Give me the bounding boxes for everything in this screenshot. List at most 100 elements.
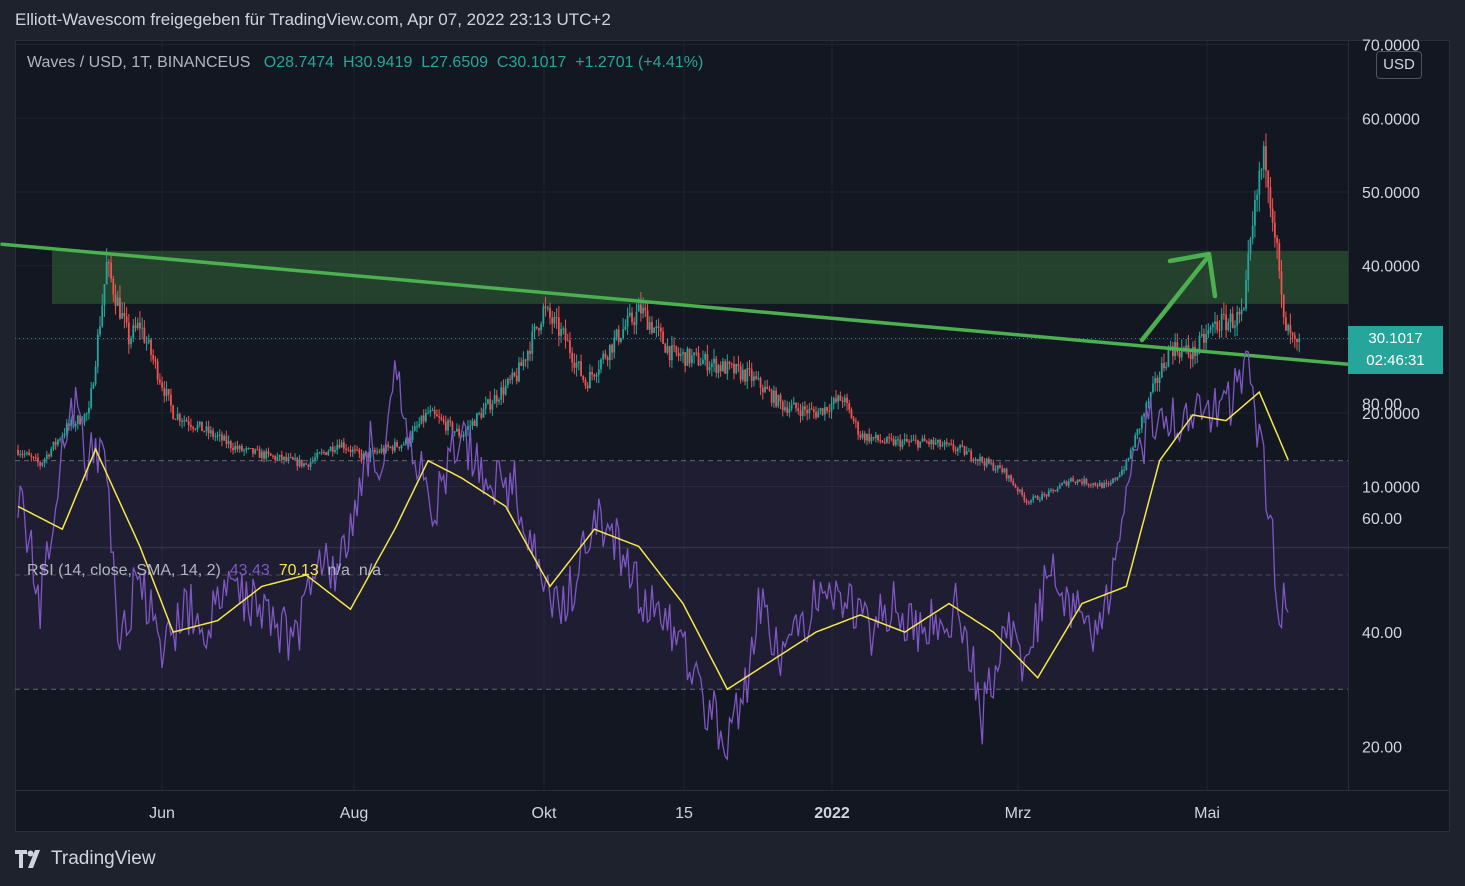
candle-body: [557, 317, 560, 336]
candle-body: [948, 443, 950, 445]
candle-body: [1167, 348, 1170, 367]
candle-body: [338, 444, 341, 448]
candle-body: [870, 437, 873, 442]
candle-body: [495, 395, 498, 402]
candle-body: [577, 361, 580, 363]
candle-body: [757, 377, 760, 379]
candle-body: [207, 426, 210, 434]
candle-body: [110, 262, 112, 279]
candle-body: [1001, 468, 1004, 472]
candle-body: [1072, 478, 1075, 482]
candle-body: [296, 458, 299, 467]
candle-body: [653, 328, 656, 333]
candle-body: [456, 428, 458, 432]
candle-body: [294, 458, 296, 460]
candle-body: [777, 395, 780, 407]
candle-body: [741, 369, 744, 380]
candle-body: [1005, 468, 1008, 479]
candle-body: [1036, 496, 1039, 500]
candle-body: [107, 261, 110, 263]
candle-body: [786, 407, 789, 413]
candle-body: [739, 366, 742, 380]
resistance-zone-rect: [52, 250, 1348, 304]
rsi-sma-value: 70.13: [278, 562, 319, 579]
price-tick-label: 20.0000: [1362, 406, 1420, 423]
candle-body: [1205, 334, 1208, 343]
candle-body: [23, 453, 26, 455]
candle-body: [832, 398, 835, 404]
footer-brand: TradingView: [51, 848, 156, 869]
candle-body: [325, 452, 328, 455]
candle-body: [704, 354, 707, 360]
candle-body: [717, 365, 720, 373]
candle-body: [367, 452, 370, 458]
candle-body: [795, 402, 797, 409]
candle-body: [524, 359, 527, 361]
candle-body: [130, 338, 132, 345]
candle-body: [329, 446, 332, 452]
candle-body: [810, 408, 813, 410]
candle-body: [214, 436, 217, 438]
candle-body: [1027, 502, 1030, 504]
candle-body: [697, 352, 700, 366]
symbol-label: Waves / USD, 1T, BINANCEUS: [27, 54, 251, 71]
candle-body: [930, 440, 933, 445]
candle-body: [1003, 468, 1006, 472]
candle-body: [804, 406, 806, 410]
candle-body: [897, 439, 899, 441]
pane-separators: [15, 41, 1450, 791]
candle-body: [1129, 450, 1132, 459]
candle-body: [538, 328, 540, 331]
candle-body: [1256, 194, 1259, 201]
candle-body: [859, 434, 862, 438]
candle-body: [781, 401, 784, 411]
candle-body: [349, 450, 352, 453]
tradingview-footer[interactable]: TradingView: [15, 848, 156, 870]
candle-body: [83, 414, 86, 423]
candle-body: [143, 327, 146, 343]
candle-body: [28, 452, 30, 456]
close-value: C30.1017: [496, 54, 567, 71]
candle-body: [644, 307, 647, 311]
candle-body: [992, 462, 995, 471]
candle-body: [345, 448, 347, 450]
chart-area[interactable]: [15, 40, 1450, 832]
candle-body: [94, 366, 97, 385]
candle-body: [504, 385, 507, 395]
open-value: O28.7474: [263, 54, 335, 71]
candle-body: [1249, 238, 1252, 254]
candle-body: [1227, 322, 1230, 331]
candle-body: [156, 361, 159, 380]
candle-body: [467, 426, 469, 431]
candle-body: [1185, 345, 1188, 350]
candle-body: [1147, 401, 1150, 404]
candle-body: [921, 438, 924, 442]
candle-body: [176, 413, 179, 420]
candle-body: [96, 334, 99, 367]
candle-body: [185, 420, 188, 422]
candle-body: [821, 408, 824, 415]
resistance-zone: [52, 250, 1348, 304]
candle-body: [934, 442, 937, 445]
candle-body: [899, 439, 902, 447]
candle-body: [358, 449, 361, 454]
candle-body: [163, 387, 166, 396]
currency-badge[interactable]: USD: [1376, 51, 1422, 79]
candle-body: [673, 345, 676, 347]
candle-body: [928, 441, 930, 445]
candle-body: [566, 340, 569, 342]
candle-body: [229, 441, 232, 448]
candle-body: [413, 426, 416, 431]
candle-body: [1089, 484, 1092, 486]
candle-body: [252, 448, 254, 454]
candle-body: [500, 387, 503, 400]
x-tick-labels: Jun Aug Okt 15 2022 Mrz Mai: [149, 805, 1220, 822]
candle-body: [726, 361, 729, 374]
candle-body: [974, 459, 977, 462]
candle-body: [1134, 435, 1137, 448]
candle-body: [526, 350, 529, 361]
candle-body: [735, 363, 738, 374]
candle-body: [1178, 352, 1181, 358]
candle-body: [183, 420, 186, 422]
